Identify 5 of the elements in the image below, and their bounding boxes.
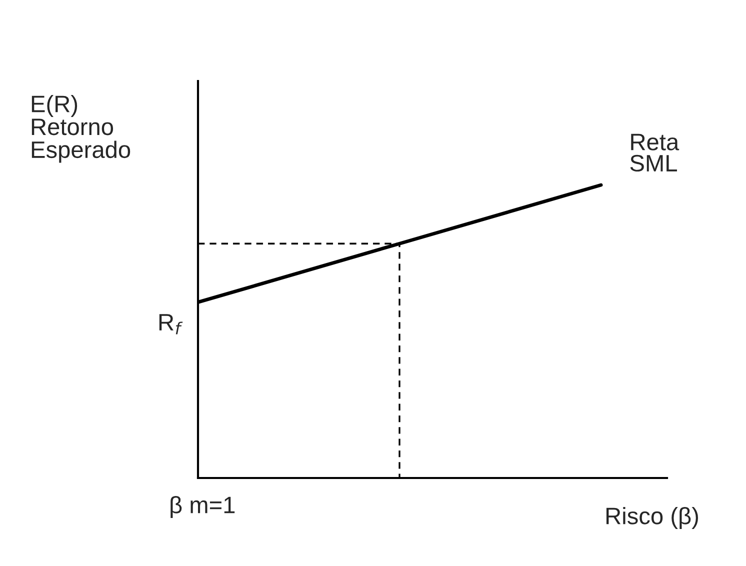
x-axis-title: Risco (β) — [606, 507, 698, 530]
text: β m=1 — [170, 496, 235, 518]
text: R$_{f}$ — [159, 314, 183, 334]
y-axis-title: E(R) Retorno Esperado — [32, 95, 130, 163]
series-label: Reta SML — [630, 134, 680, 172]
